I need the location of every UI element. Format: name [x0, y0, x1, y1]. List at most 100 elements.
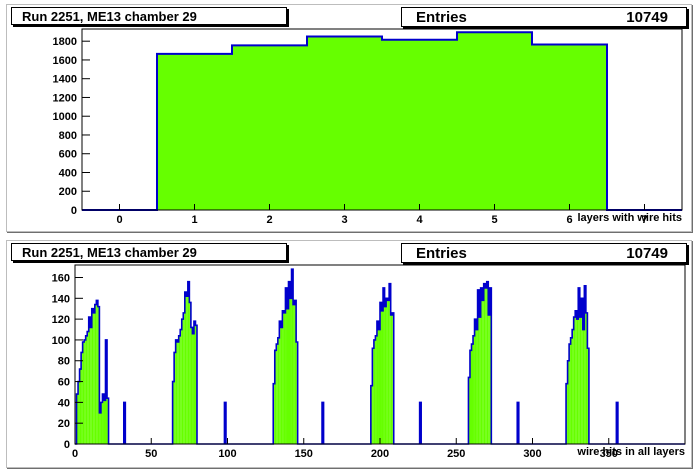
histogram-outline: [82, 31, 682, 211]
histogram-bin: [180, 329, 182, 444]
y-tick-label: 40: [58, 397, 70, 409]
histogram-bin: [88, 317, 91, 444]
histogram-bin: [584, 285, 586, 444]
y-tick-label: 600: [59, 149, 77, 161]
layers-histogram-plot: 0 1 2 3 4 5 6 7 0 200 400 600 800 1000 1200 1400 1600 180…: [53, 28, 683, 226]
histogram-bin: [570, 337, 573, 444]
histogram-bin: [378, 329, 380, 444]
histogram-bin: [183, 312, 185, 444]
y-tick-label: 1800: [53, 36, 77, 48]
histogram-bin: [81, 352, 83, 444]
x-tick-label: 4: [416, 214, 423, 226]
plot-frame: [81, 28, 683, 211]
histogram-bin: [476, 329, 478, 444]
x-tick-label: 100: [218, 448, 236, 460]
histogram-bin: [280, 327, 283, 444]
histogram-bin: [373, 339, 376, 444]
histogram-bin: [572, 329, 574, 444]
histogram-bin: [477, 289, 480, 444]
histogram-bin: [585, 312, 588, 444]
y-tick-label: 1200: [53, 92, 77, 104]
x-tick-label: 6: [566, 214, 572, 226]
stats-entries-label: Entries: [416, 245, 467, 262]
x-tick-label: 0: [116, 214, 122, 226]
x-tick-label: 0: [72, 448, 78, 460]
y-tick-label: 80: [58, 356, 70, 368]
histogram-bin: [471, 344, 474, 444]
histogram-bar: [532, 44, 607, 211]
histogram-bin: [100, 402, 103, 444]
x-tick-label: 3: [341, 214, 347, 226]
histogram-bin: [190, 327, 193, 444]
y-tick-label: 0: [71, 205, 77, 217]
wire-hits-histogram-pad: 0 50 100 150 200 250 300 350 0 20 40 60 80 100 120 140 1…: [6, 240, 692, 468]
histogram-bin: [294, 300, 297, 444]
histogram-bin: [283, 312, 286, 444]
histogram-bin: [380, 302, 382, 444]
histogram-bin: [181, 319, 184, 444]
x-tick-label: 350: [600, 448, 618, 460]
y-tick-label: 1400: [53, 74, 77, 86]
y-tick-label: 100: [52, 335, 70, 347]
histogram-bin: [90, 327, 92, 444]
histogram-bin: [486, 281, 489, 444]
histogram-bin: [483, 283, 486, 444]
x-tick-label: 300: [523, 448, 541, 460]
y-tick-label: 20: [58, 418, 70, 430]
histogram-bin: [279, 321, 281, 444]
layers-histogram-pad: 0 1 2 3 4 5 6 7 0 200 400 600 800 1000 1200 1400 1600 180…: [6, 4, 692, 232]
histogram-bin: [189, 302, 191, 444]
histogram-bar: [457, 32, 532, 211]
histogram-bin: [469, 350, 472, 444]
histogram-bin: [473, 335, 475, 444]
histogram-outline: [75, 268, 685, 445]
histogram-bin: [94, 304, 97, 444]
histogram-bin: [79, 369, 82, 444]
histogram-bin: [384, 306, 387, 444]
x-axis-label: wire hits in all layers: [576, 446, 685, 458]
histogram-bin: [389, 283, 391, 444]
histogram-bin: [177, 342, 179, 444]
histogram-bin: [184, 292, 187, 444]
histogram-bin: [84, 339, 86, 444]
x-tick-label: 5: [491, 214, 497, 226]
histogram-bin: [383, 287, 385, 444]
histogram-bin: [290, 298, 292, 444]
x-tick-label: 250: [447, 448, 465, 460]
histogram-bar: [157, 53, 232, 211]
x-tick-label: 50: [145, 448, 157, 460]
histogram-bar: [232, 45, 307, 210]
y-tick-label: 800: [59, 130, 77, 142]
histogram-bin: [381, 310, 384, 444]
histogram-bin: [276, 344, 278, 444]
histogram-bin: [576, 319, 579, 444]
histogram-bin: [93, 312, 95, 444]
histogram-bin: [386, 298, 388, 444]
histogram-bin: [178, 335, 181, 444]
histogram-title: Run 2251, ME13 chamber 29: [11, 7, 287, 25]
histogram-bin: [91, 308, 94, 444]
x-axis-label: layers with wire hits: [577, 212, 682, 224]
histogram-bin: [87, 331, 89, 444]
y-tick-label: 1000: [53, 111, 77, 123]
histogram-bin: [82, 342, 85, 444]
histogram-bin: [372, 348, 374, 444]
histogram-bin: [474, 319, 477, 444]
y-tick-label: 140: [52, 293, 70, 305]
y-tick-label: 60: [58, 377, 70, 389]
x-tick-label: 1: [191, 214, 197, 226]
y-tick-label: 160: [52, 272, 70, 284]
histogram-bin: [274, 350, 277, 444]
wire-hits-histogram-plot: 0 50 100 150 200 250 300 350 0 20 40 60 80 100 120 140 1…: [52, 264, 686, 460]
histogram-bin: [578, 287, 580, 444]
histogram-bin: [387, 300, 390, 444]
histogram-bin: [103, 400, 106, 444]
stats-box: Entries 10749: [401, 243, 687, 263]
histogram-bar: [382, 39, 457, 210]
stats-entries-value: 10749: [626, 9, 668, 26]
histogram-bin: [174, 352, 176, 444]
histogram-bin: [375, 335, 377, 444]
histogram-bin: [286, 308, 289, 444]
histogram-bin: [569, 344, 571, 444]
histogram-bin: [282, 310, 284, 444]
